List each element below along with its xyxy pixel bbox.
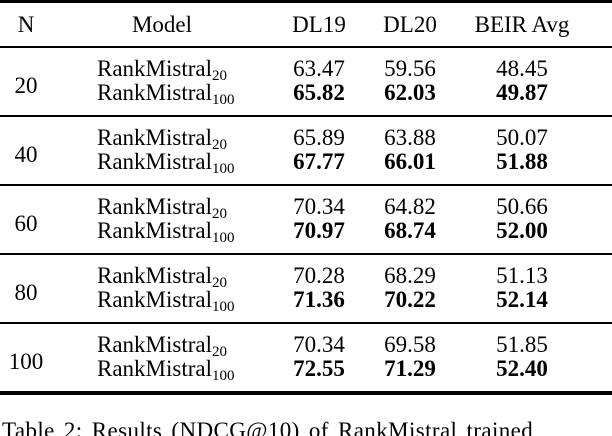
- dl20-value: 59.56: [384, 56, 436, 81]
- model-name: RankMistral20: [97, 332, 227, 360]
- model-subscript: 100: [212, 92, 235, 108]
- table-row: RankMistral100 71.36 70.22 52.14: [0, 288, 612, 323]
- table-row: 80 RankMistral20 70.28 68.29 51.13: [0, 254, 612, 305]
- model-subscript: 100: [212, 230, 235, 246]
- beir-avg-value: 51.88: [496, 149, 548, 174]
- dl20-value: 63.88: [384, 125, 436, 150]
- beir-avg-value: 52.40: [496, 356, 548, 381]
- model-name: RankMistral100: [97, 287, 235, 315]
- model-name: RankMistral100: [97, 80, 235, 108]
- model-name: RankMistral20: [97, 263, 227, 291]
- dl20-value: 70.22: [384, 287, 436, 312]
- n-value: 80: [14, 280, 38, 305]
- dl20-value: 62.03: [384, 80, 436, 105]
- dl19-value: 67.77: [293, 149, 345, 174]
- col-header-dl20: DL20: [366, 1, 454, 48]
- group-n60: 60 RankMistral20 70.34 64.82 50.66 RankM…: [0, 185, 612, 254]
- dl19-value: 70.28: [293, 263, 345, 288]
- beir-avg-value: 50.66: [496, 194, 548, 219]
- n-value: 100: [8, 349, 44, 374]
- table-row: 20 RankMistral20 63.47 59.56 48.45: [0, 47, 612, 98]
- dl20-value: 71.29: [384, 356, 436, 381]
- beir-avg-value: 50.07: [496, 125, 548, 150]
- dl20-value: 64.82: [384, 194, 436, 219]
- dl19-value: 63.47: [293, 56, 345, 81]
- col-header-n: N: [0, 1, 52, 48]
- model-subscript: 20: [212, 206, 227, 222]
- model-subscript: 100: [212, 161, 235, 177]
- model-subscript: 100: [212, 368, 235, 384]
- table-row: RankMistral100 65.82 62.03 49.87: [0, 81, 612, 116]
- col-header-model: Model: [52, 1, 272, 48]
- table-row: RankMistral100 67.77 66.01 51.88: [0, 150, 612, 185]
- dl19-value: 71.36: [293, 287, 345, 312]
- dl20-value: 69.58: [384, 332, 436, 357]
- n-value: 20: [14, 73, 38, 98]
- beir-avg-value: 52.00: [496, 218, 548, 243]
- dl19-value: 65.89: [293, 125, 345, 150]
- table-row: RankMistral100 72.55 71.29 52.40: [0, 357, 612, 393]
- results-table: N Model DL19 DL20 BEIR Avg 20 RankMistra…: [0, 0, 612, 393]
- model-name: RankMistral100: [97, 149, 235, 177]
- model-subscript: 20: [212, 344, 227, 360]
- col-header-dl19: DL19: [272, 1, 366, 48]
- group-n40: 40 RankMistral20 65.89 63.88 50.07 RankM…: [0, 116, 612, 185]
- dl20-value: 68.74: [384, 218, 436, 243]
- model-subscript: 20: [212, 275, 227, 291]
- beir-avg-value: 51.13: [496, 263, 548, 288]
- table-row: 60 RankMistral20 70.34 64.82 50.66: [0, 185, 612, 236]
- group-n20: 20 RankMistral20 63.47 59.56 48.45 RankM…: [0, 47, 612, 116]
- dl19-value: 72.55: [293, 356, 345, 381]
- model-subscript: 20: [212, 137, 227, 153]
- model-name: RankMistral100: [97, 218, 235, 246]
- beir-avg-value: 48.45: [496, 56, 548, 81]
- col-header-beir-avg: BEIR Avg: [454, 1, 612, 48]
- dl19-value: 70.34: [293, 194, 345, 219]
- dl20-value: 68.29: [384, 263, 436, 288]
- dl19-value: 70.97: [293, 218, 345, 243]
- beir-avg-value: 49.87: [496, 80, 548, 105]
- group-n100: 100 RankMistral20 70.34 69.58 51.85 Rank…: [0, 323, 612, 393]
- model-subscript: 100: [212, 299, 235, 315]
- model-subscript: 20: [212, 68, 227, 84]
- group-n80: 80 RankMistral20 70.28 68.29 51.13 RankM…: [0, 254, 612, 323]
- model-name: RankMistral20: [97, 125, 227, 153]
- beir-avg-value: 52.14: [496, 287, 548, 312]
- model-name: RankMistral20: [97, 56, 227, 84]
- n-value: 40: [14, 142, 38, 167]
- dl20-value: 66.01: [384, 149, 436, 174]
- model-name: RankMistral100: [97, 356, 235, 384]
- dl19-value: 70.34: [293, 332, 345, 357]
- table-row: RankMistral100 70.97 68.74 52.00: [0, 219, 612, 254]
- table-row: 40 RankMistral20 65.89 63.88 50.07: [0, 116, 612, 167]
- table-row: 100 RankMistral20 70.34 69.58 51.85: [0, 323, 612, 374]
- table-caption: Table 2: Results (NDCG@10) of RankMistra…: [2, 418, 534, 436]
- model-name: RankMistral20: [97, 194, 227, 222]
- beir-avg-value: 51.85: [496, 332, 548, 357]
- n-value: 60: [14, 211, 38, 236]
- dl19-value: 65.82: [293, 80, 345, 105]
- table-header: N Model DL19 DL20 BEIR Avg: [0, 1, 612, 48]
